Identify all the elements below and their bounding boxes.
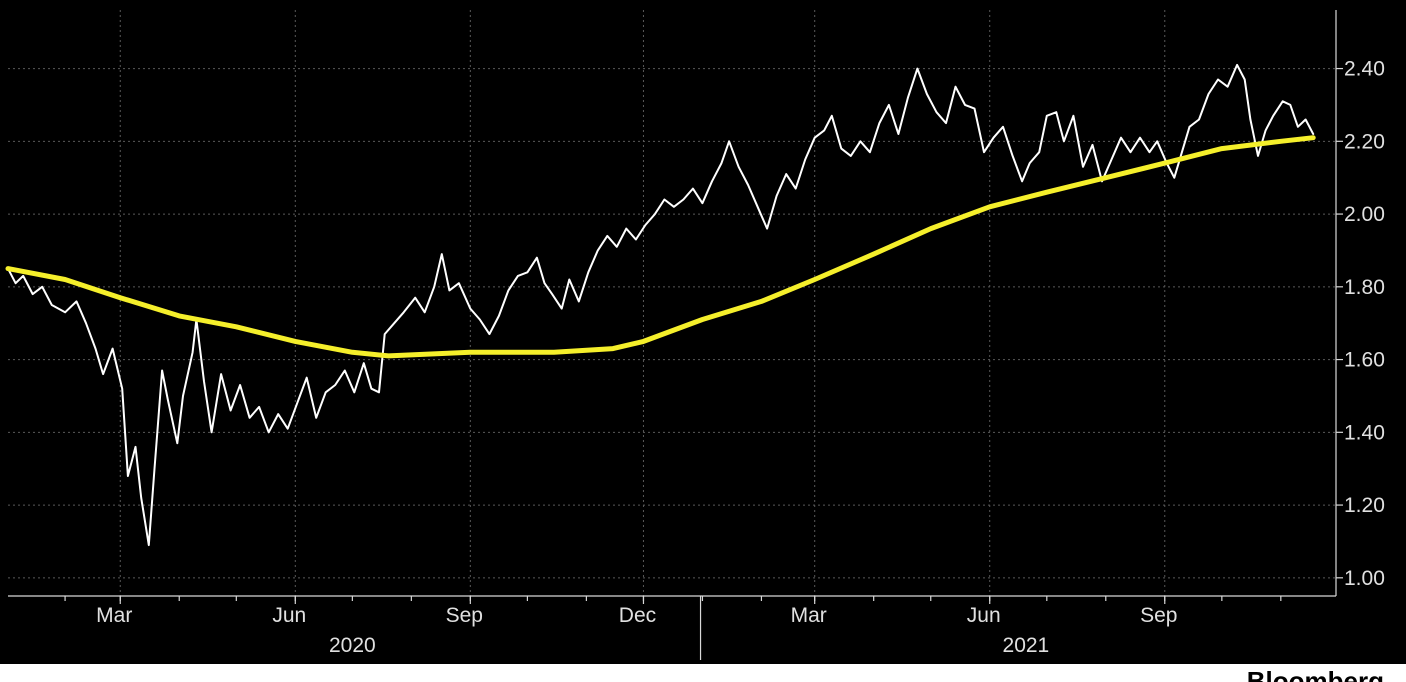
y-tick-label: 1.00	[1344, 567, 1385, 590]
series-line-moving-average	[5, 135, 1316, 359]
bloomberg-watermark: Bloomberg	[1246, 666, 1384, 682]
y-tick-label: 2.20	[1344, 130, 1385, 153]
y-tick-label: 1.60	[1344, 349, 1385, 372]
line-chart: 1.00 1.20 1.40 1.60 1.80 2.00 2.20 2.40 Mar Jun Se…	[5, 10, 1385, 660]
series-line-main	[7, 63, 1315, 547]
series-layer	[5, 63, 1316, 547]
y-tick-label: 1.80	[1344, 276, 1385, 299]
year-label: 2021	[1003, 634, 1050, 657]
y-tick-label: 2.00	[1344, 203, 1385, 226]
chart-area: 1.00 1.20 1.40 1.60 1.80 2.00 2.20 2.40 Mar Jun Se…	[0, 0, 1406, 664]
y-tick-label: 1.20	[1344, 494, 1385, 517]
year-label: 2020	[329, 634, 376, 657]
x-tick-label: Sep	[446, 604, 483, 627]
x-tick-label: Dec	[619, 604, 656, 627]
x-tick-label: Mar	[96, 604, 132, 627]
y-tick-label: 2.40	[1344, 58, 1385, 81]
y-tick-label: 1.40	[1344, 421, 1385, 444]
axis-layer: 1.00 1.20 1.40 1.60 1.80 2.00 2.20 2.40 Mar Jun Se…	[8, 10, 1385, 660]
x-tick-label: Sep	[1140, 604, 1177, 627]
x-tick-label: Jun	[967, 604, 1001, 627]
grid-layer	[8, 10, 1336, 596]
x-tick-label: Jun	[272, 604, 306, 627]
x-tick-label: Mar	[791, 604, 827, 627]
